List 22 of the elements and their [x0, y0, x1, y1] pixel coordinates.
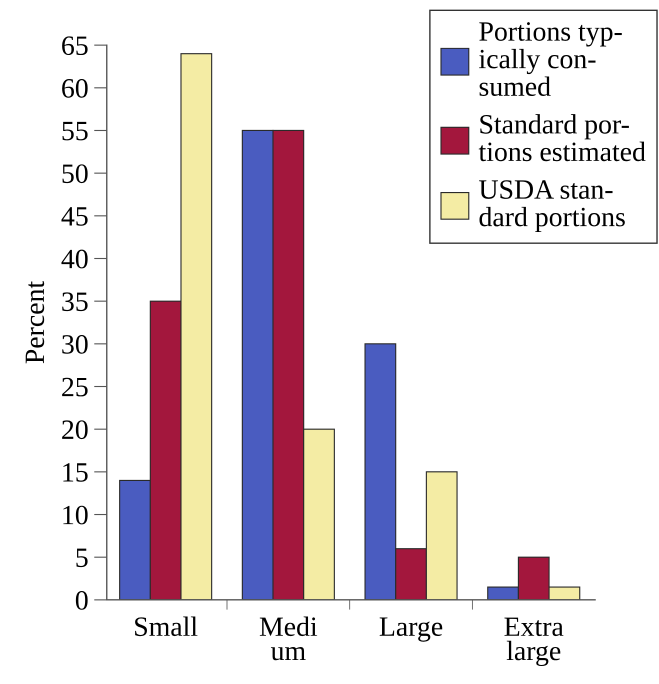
y-tick-label: 30 [62, 335, 88, 354]
legend-label: Standard por- tions estimated [478, 114, 646, 162]
y-tick-label: 55 [62, 122, 88, 140]
y-tick-label: 60 [62, 78, 88, 98]
x-tick-label: Extra large [504, 618, 564, 666]
y-tick-label: 10 [63, 506, 88, 524]
y-tick-label: 50 [62, 164, 88, 184]
y-tick-label: 45 [61, 207, 88, 226]
x-tick-label: Large [380, 618, 442, 642]
y-tick-label: 25 [62, 378, 88, 396]
x-tick-label: Medi um [260, 616, 318, 660]
y-tick-label: 65 [62, 36, 88, 56]
y-tick-label: 40 [61, 250, 88, 268]
y-tick-label: 15 [63, 463, 88, 482]
y-tick-label: 35 [62, 292, 88, 312]
y-tick-label: 20 [62, 420, 88, 440]
y-tick-label: 5 [76, 548, 88, 568]
legend-label: USDA stan- dard portions [479, 180, 625, 232]
x-tick-label: Small [135, 616, 198, 636]
y-axis-title: Percent [26, 281, 44, 364]
y-tick-label: 0 [76, 591, 88, 610]
legend-label: Portions typ- ically con- sumed [479, 22, 622, 96]
